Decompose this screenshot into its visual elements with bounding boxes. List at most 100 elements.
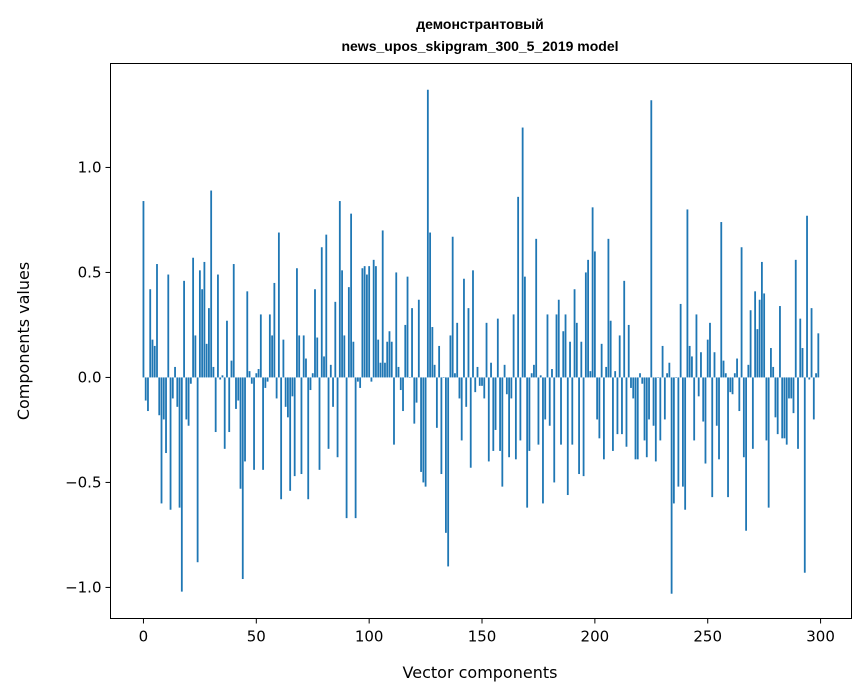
bar-288 [792, 377, 795, 414]
bar-166 [517, 196, 520, 378]
bar-257 [722, 360, 725, 378]
bar-169 [523, 276, 526, 378]
bar-259 [727, 377, 729, 498]
bar-274 [760, 261, 763, 378]
bar-44 [241, 377, 244, 580]
bar-149 [478, 377, 481, 386]
bar-1 [144, 377, 147, 401]
bar-239 [681, 377, 684, 487]
bar-106 [381, 230, 384, 378]
bar-75 [311, 373, 314, 378]
bar-187 [564, 314, 567, 378]
bar-142 [463, 278, 465, 378]
bar-102 [372, 259, 375, 378]
bar-18 [183, 280, 185, 378]
bar-185 [560, 377, 562, 445]
bar-285 [785, 377, 788, 445]
bar-97 [361, 268, 364, 378]
bar-167 [519, 377, 522, 441]
x-tick-label: 0 [139, 628, 149, 646]
bar-130 [435, 377, 438, 428]
bar-133 [442, 377, 445, 378]
bar-66 [291, 377, 294, 397]
bar-21 [189, 377, 192, 384]
bar-214 [625, 377, 628, 447]
bar-256 [720, 222, 723, 378]
bar-262 [733, 373, 736, 378]
bar-203 [600, 343, 603, 378]
bar-248 [702, 377, 705, 422]
bar-196 [584, 272, 587, 378]
bar-83 [329, 364, 332, 378]
bar-3 [149, 289, 152, 378]
bar-38 [228, 377, 231, 433]
bar-62 [282, 339, 285, 378]
bar-78 [318, 377, 321, 470]
bar-22 [192, 257, 195, 378]
x-tick-label: 150 [468, 628, 497, 646]
bar-63 [284, 377, 287, 407]
bar-283 [781, 377, 784, 439]
bar-233 [668, 362, 671, 378]
bar-36 [223, 377, 226, 449]
bar-206 [607, 238, 610, 378]
bar-105 [379, 362, 382, 378]
bar-263 [736, 358, 738, 378]
bar-168 [521, 127, 524, 378]
bar-224 [648, 377, 650, 420]
bar-117 [406, 276, 409, 378]
bar-253 [713, 352, 716, 378]
bar-32 [214, 377, 217, 433]
bar-31 [212, 366, 215, 378]
bar-0 [142, 201, 145, 378]
bar-8 [160, 377, 163, 504]
bar-138 [454, 373, 456, 378]
bar-231 [663, 377, 666, 420]
bar-175 [537, 377, 540, 445]
bar-95 [356, 377, 359, 382]
bar-192 [575, 322, 578, 378]
bar-218 [634, 377, 637, 460]
bar-275 [763, 293, 766, 378]
bar-226 [652, 377, 655, 426]
bar-292 [801, 348, 804, 378]
bar-227 [654, 377, 657, 462]
y-tick-label: 0.5 [78, 263, 102, 281]
bar-64 [287, 377, 289, 418]
bar-150 [481, 377, 483, 386]
bar-99 [366, 274, 368, 378]
bar-41 [235, 377, 237, 409]
bar-143 [465, 377, 468, 407]
bar-261 [731, 377, 734, 395]
bar-145 [469, 377, 472, 468]
bar-182 [553, 377, 556, 483]
bar-60 [277, 232, 280, 378]
bar-271 [754, 291, 757, 378]
bar-267 [745, 377, 747, 531]
bar-238 [679, 303, 682, 378]
bar-77 [316, 337, 319, 378]
bar-250 [706, 339, 709, 378]
bar-57 [271, 335, 274, 378]
bar-243 [691, 356, 693, 378]
bar-205 [605, 366, 608, 378]
bar-170 [526, 377, 529, 508]
x-axis-label: Vector components [403, 663, 558, 682]
y-tick-label: −1.0 [65, 578, 101, 596]
bar-68 [296, 268, 298, 378]
bar-139 [456, 322, 459, 378]
bar-200 [593, 251, 596, 378]
bar-107 [384, 362, 386, 378]
bar-80 [323, 356, 325, 378]
bar-212 [621, 377, 623, 435]
bar-159 [501, 377, 504, 487]
bar-154 [490, 362, 492, 378]
bar-11 [167, 274, 170, 378]
bar-109 [388, 331, 391, 378]
bar-48 [250, 377, 253, 384]
bar-279 [772, 366, 775, 378]
bar-177 [542, 377, 544, 504]
bar-245 [695, 314, 698, 378]
bar-252 [711, 377, 714, 498]
bar-204 [602, 377, 605, 460]
